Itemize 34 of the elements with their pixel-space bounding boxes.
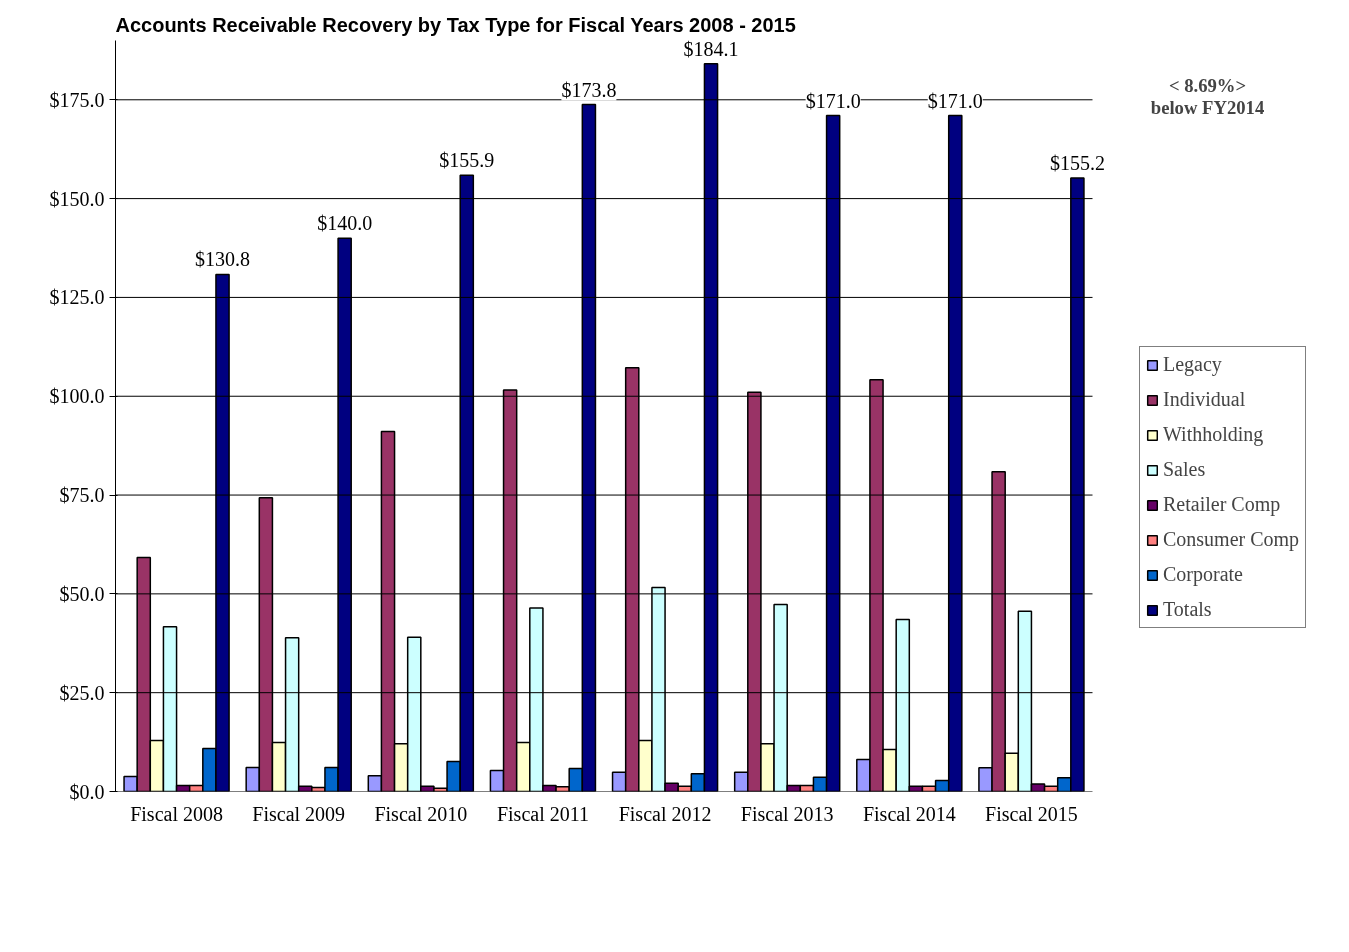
y-tick-label: $175.0 <box>49 88 105 111</box>
data-label: $184.1 <box>683 37 739 60</box>
data-label: $140.0 <box>317 212 373 235</box>
data-label: $171.0 <box>805 89 861 112</box>
y-tick-label: $100.0 <box>49 385 105 408</box>
data-label: $171.0 <box>927 89 983 112</box>
legend-label: Consumer Comp <box>1163 528 1300 551</box>
chart-title: Accounts Receivable Recovery by Tax Type for Fiscal Years 2008 - 2015 <box>115 13 796 36</box>
legend-label: Retailer Comp <box>1163 493 1281 516</box>
x-tick-label: Fiscal 2012 <box>618 802 712 825</box>
data-label: $155.9 <box>439 149 495 172</box>
text: < 8.69%> below FY2014 <box>1150 74 1265 118</box>
legend-label: Withholding <box>1163 423 1264 446</box>
legend-label: Corporate <box>1163 563 1243 586</box>
x-tick-label: Fiscal 2013 <box>740 802 834 825</box>
legend-label: Legacy <box>1163 353 1222 376</box>
y-tick-label: $0.0 <box>69 780 105 803</box>
data-label: $173.8 <box>561 78 617 101</box>
data-label: $155.2 <box>1049 152 1105 175</box>
x-tick-label: Fiscal 2009 <box>252 802 346 825</box>
x-tick-label: Fiscal 2010 <box>374 802 468 825</box>
legend-label: Totals <box>1163 598 1212 621</box>
y-tick-label: $25.0 <box>59 681 105 704</box>
y-tick-label: $75.0 <box>59 484 105 507</box>
x-tick-label: Fiscal 2015 <box>985 802 1078 825</box>
x-tick-label: Fiscal 2014 <box>862 802 956 825</box>
legend-label: Sales <box>1163 458 1206 481</box>
data-label: $130.8 <box>195 248 251 271</box>
x-tick-label: Fiscal 2011 <box>496 802 589 825</box>
y-tick-label: $150.0 <box>49 187 105 210</box>
x-tick-label: Fiscal 2008 <box>130 802 223 825</box>
y-tick-label: $50.0 <box>59 582 105 605</box>
y-tick-label: $125.0 <box>49 286 105 309</box>
legend-label: Individual <box>1163 388 1246 411</box>
